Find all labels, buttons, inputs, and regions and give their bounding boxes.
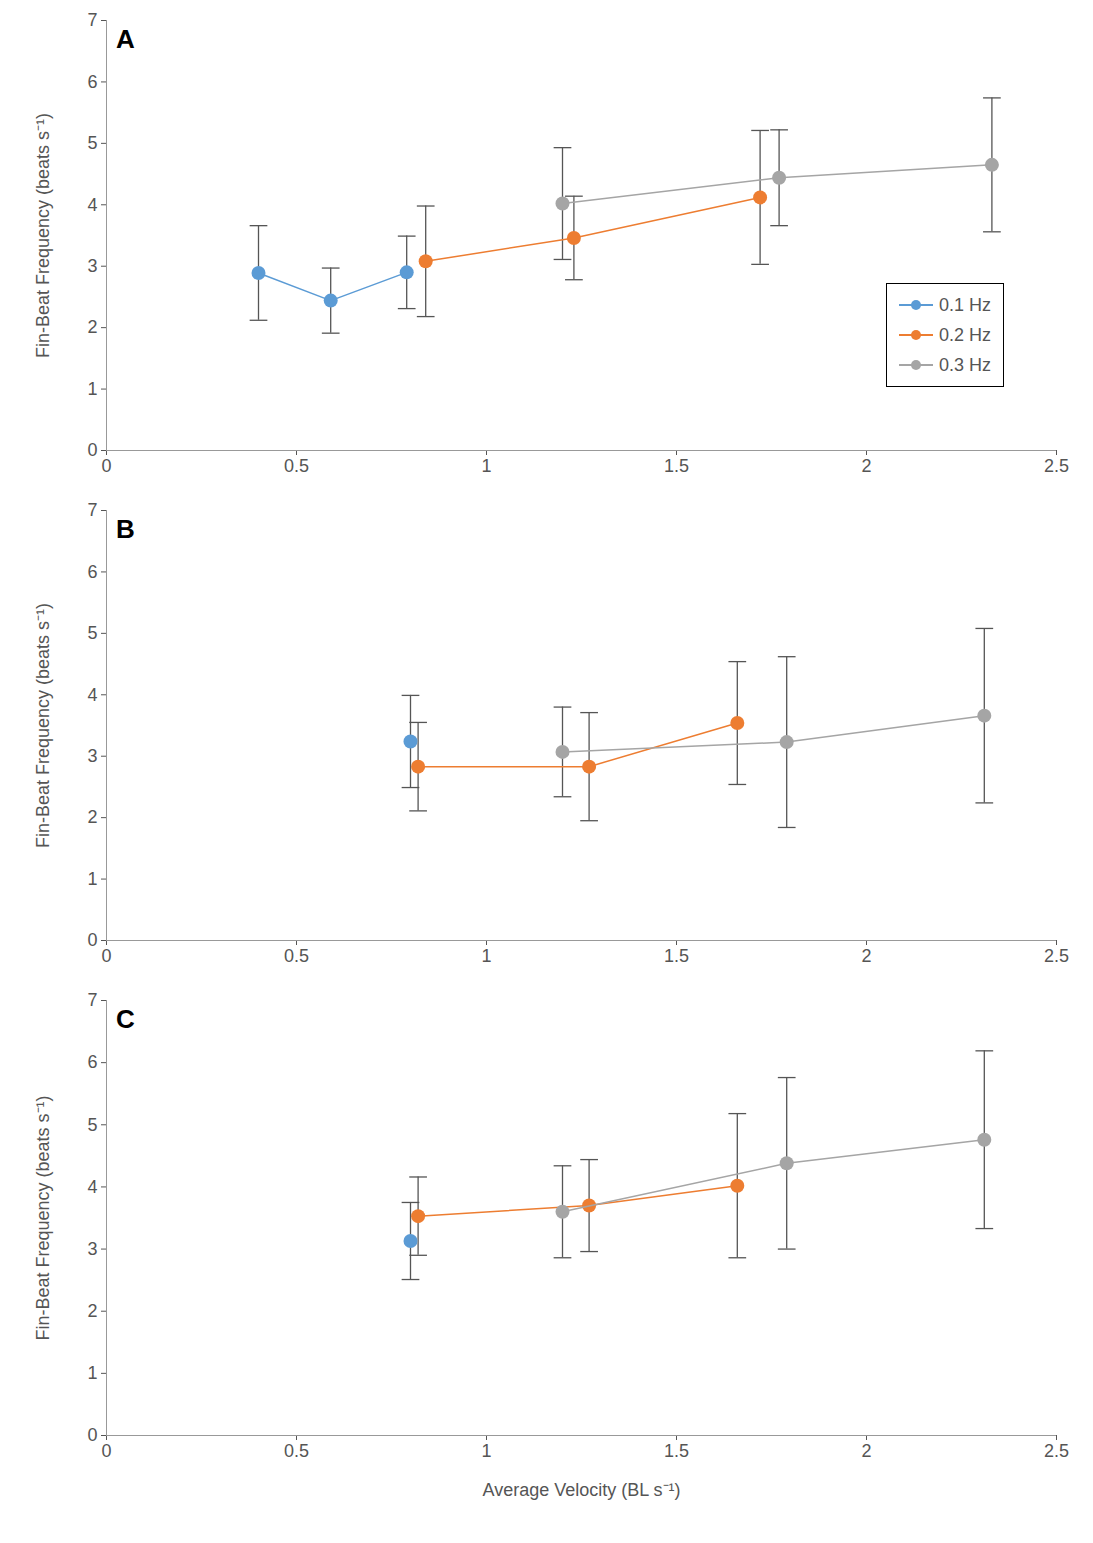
svg-text:2: 2 [87,807,97,827]
svg-text:Fin-Beat Frequency (beats s⁻¹): Fin-Beat Frequency (beats s⁻¹) [33,113,53,358]
svg-text:2: 2 [861,1441,871,1461]
html-text:A: A [116,24,135,54]
svg-text:5: 5 [87,1115,97,1135]
svg-text:3: 3 [87,256,97,276]
svg-text:7: 7 [87,10,97,30]
svg-text:4: 4 [87,195,97,215]
svg-text:1.5: 1.5 [664,456,689,476]
svg-text:0: 0 [87,930,97,950]
svg-text:3: 3 [87,1239,97,1259]
svg-text:1: 1 [481,456,491,476]
html-text:0.1 Hz: 0.1 Hz [939,294,991,315]
svg-text:6: 6 [87,72,97,92]
svg-text:0.5: 0.5 [284,456,309,476]
svg-text:1.5: 1.5 [664,1441,689,1461]
svg-text:6: 6 [87,1052,97,1072]
svg-text:1.5: 1.5 [664,946,689,966]
svg-text:2: 2 [861,456,871,476]
svg-text:Fin-Beat Frequency (beats s⁻¹): Fin-Beat Frequency (beats s⁻¹) [33,603,53,848]
svg-text:0: 0 [87,1425,97,1445]
html-text:C: C [116,1004,135,1034]
svg-text:7: 7 [87,990,97,1010]
html-text:0.3 Hz: 0.3 Hz [939,354,991,375]
svg-text:5: 5 [87,623,97,643]
svg-text:6: 6 [87,562,97,582]
svg-text:2.5: 2.5 [1044,946,1069,966]
svg-text:7: 7 [87,500,97,520]
svg-text:4: 4 [87,685,97,705]
svg-text:3: 3 [87,746,97,766]
svg-text:Average Velocity (BL s⁻¹): Average Velocity (BL s⁻¹) [482,1480,680,1500]
svg-text:Fin-Beat Frequency (beats s⁻¹): Fin-Beat Frequency (beats s⁻¹) [33,1095,53,1340]
svg-text:1: 1 [481,946,491,966]
svg-text:1: 1 [481,1441,491,1461]
svg-text:2: 2 [87,1301,97,1321]
svg-text:0: 0 [101,1441,111,1461]
svg-text:2: 2 [87,317,97,337]
html-text:0.2 Hz: 0.2 Hz [939,324,991,345]
svg-text:0.5: 0.5 [284,946,309,966]
svg-text:1: 1 [87,1363,97,1383]
svg-text:1: 1 [87,379,97,399]
svg-text:1: 1 [87,869,97,889]
svg-text:2.5: 2.5 [1044,456,1069,476]
svg-text:0: 0 [101,946,111,966]
svg-text:2: 2 [861,946,871,966]
svg-text:0.5: 0.5 [284,1441,309,1461]
svg-text:5: 5 [87,133,97,153]
svg-text:0: 0 [87,440,97,460]
svg-text:2.5: 2.5 [1044,1441,1069,1461]
html-text:B: B [116,514,135,544]
svg-text:0: 0 [101,456,111,476]
svg-text:4: 4 [87,1177,97,1197]
